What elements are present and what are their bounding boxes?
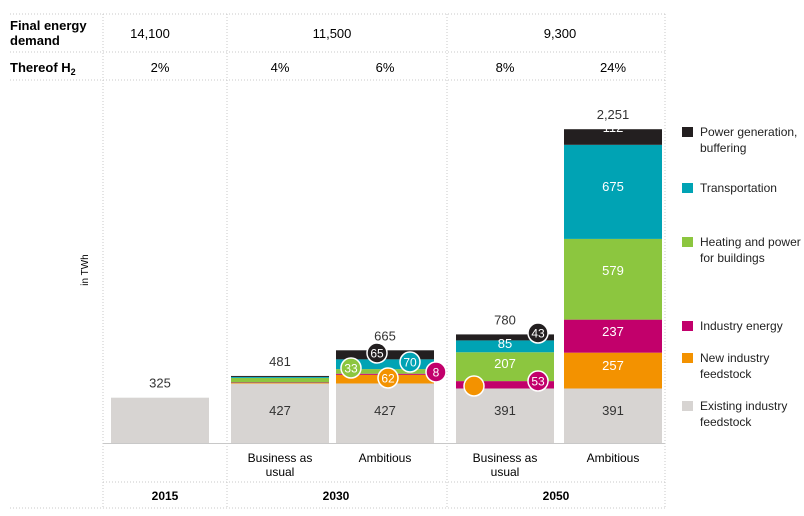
- segment-label-power: 112: [603, 120, 624, 135]
- bar-stack: 481: [231, 354, 329, 443]
- bar-segment-new_feedstock: [564, 352, 662, 389]
- segment-label-existing: 427: [374, 403, 396, 418]
- h2-share-value: 24%: [600, 60, 626, 75]
- segment-label-existing: 391: [602, 403, 624, 418]
- header-h2-sub: 2: [71, 67, 76, 77]
- new-feedstock-icon: [463, 375, 485, 397]
- segment-label-power: 43: [531, 327, 545, 341]
- segment-label-new_feedstock: 257: [602, 358, 624, 373]
- header-h2-main: Thereof H: [10, 60, 71, 75]
- category-label: Business as usual: [248, 451, 313, 479]
- legend-label: Industry energy: [700, 319, 783, 333]
- segment-label-industry_energy: 237: [602, 324, 624, 339]
- y-axis-label: in TWh: [80, 254, 91, 286]
- category-label-line: Business as: [248, 451, 313, 465]
- bar-stack: 780: [456, 312, 554, 443]
- segment-label-industry-energy: 53: [531, 375, 545, 389]
- legend-swatch: [682, 183, 693, 193]
- legend-label: Existing industry feedstock: [700, 399, 788, 429]
- year-label: 2030: [323, 489, 350, 503]
- bar-total-label: 780: [494, 312, 516, 327]
- segment-label-transport-bubble: [399, 351, 421, 373]
- h2-share-value: 2%: [151, 60, 170, 75]
- demand-2015: 14,100: [130, 26, 170, 41]
- h2-share-value: 8%: [496, 60, 515, 75]
- bar-segment-industry_energy: [564, 319, 662, 353]
- year-label: 2050: [543, 489, 570, 503]
- legend-swatch: [682, 353, 693, 363]
- segment-label-power-bubble: [527, 322, 549, 344]
- bar-segment-power: [231, 375, 329, 377]
- legend-swatch: [682, 401, 693, 411]
- legend-swatch: [682, 321, 693, 331]
- category-label: Business as usual: [473, 451, 538, 479]
- bar-segment-transport: [231, 376, 329, 378]
- bar-segment-power: [564, 129, 662, 145]
- legend-label: Power generation, buffering: [700, 125, 798, 155]
- bar-segment-transport: [564, 144, 662, 239]
- legend-label: Heating and power for buildings: [700, 235, 801, 265]
- bar-segment-heating: [564, 238, 662, 320]
- h2-share-value: 6%: [376, 60, 395, 75]
- header-final-energy-line2: demand: [10, 33, 60, 48]
- segment-label-industry-energy-bubble: [425, 361, 447, 383]
- bar-stack: 2,251: [564, 107, 662, 443]
- header-final-energy-line: Final energy: [10, 18, 87, 33]
- segment-label-power-bubble: [366, 342, 388, 364]
- category-label-line: usual: [491, 465, 520, 479]
- header-h2-label: Thereof H2: [10, 60, 76, 77]
- bar-stack: 325: [111, 376, 209, 443]
- bar-segment-transport: [456, 340, 554, 353]
- segment-label-transport: 85: [498, 336, 512, 351]
- segment-label-transport: 70: [403, 356, 417, 370]
- header-final-energy-label: Final energy demand: [10, 18, 90, 48]
- segment-label-existing: 427: [269, 403, 291, 418]
- h2-share-value: 4%: [271, 60, 290, 75]
- segment-label-power: 65: [370, 347, 384, 361]
- category-label-line: usual: [266, 465, 295, 479]
- bar-total-label: 481: [269, 354, 291, 369]
- legend-swatch: [682, 237, 693, 247]
- segment-label-heating-bubble: [340, 357, 362, 379]
- category-label: Ambitious: [359, 451, 412, 465]
- bar-total-label: 325: [149, 376, 171, 391]
- bar-segment-existing_feedstock: [456, 388, 554, 443]
- bar-segment-transport: [336, 359, 434, 370]
- year-label: 2015: [152, 489, 179, 503]
- bar-segment-existing_feedstock: [336, 383, 434, 443]
- segment-label-new-feedstock-bubble: [377, 367, 399, 389]
- segment-label-new-feedstock: 62: [381, 372, 395, 386]
- bar-segment-heating: [231, 377, 329, 383]
- bar-segment-power: [456, 334, 554, 341]
- demand-2050: 9,300: [544, 26, 577, 41]
- demand-2030: 11,500: [313, 26, 352, 41]
- bar-segment-existing_feedstock: [231, 383, 329, 443]
- legend-label: Transportation: [700, 181, 777, 195]
- bar-segment-existing_feedstock: [111, 397, 209, 443]
- bar-segment-existing_feedstock: [564, 388, 662, 443]
- segment-label-existing: 391: [494, 403, 516, 418]
- legend-swatch: [682, 127, 693, 137]
- segment-label-heating: 579: [602, 263, 624, 278]
- segment-label-industry-energy-bubble: [527, 370, 549, 392]
- category-label-line: Business as: [473, 451, 538, 465]
- segment-label-industry-energy: 8: [433, 366, 440, 380]
- legend-label: New industry feedstock: [700, 351, 770, 381]
- bar-total-label: 2,251: [597, 107, 630, 122]
- bar-total-label: 665: [374, 328, 396, 343]
- segment-label-heating: 33: [344, 362, 358, 376]
- segment-label-transport: 675: [602, 179, 624, 194]
- bar-segment-new_feedstock: [231, 382, 329, 384]
- segment-label-heating: 207: [494, 356, 516, 371]
- bar-segment-industry_energy: [456, 381, 554, 389]
- category-label: Ambitious: [587, 451, 640, 465]
